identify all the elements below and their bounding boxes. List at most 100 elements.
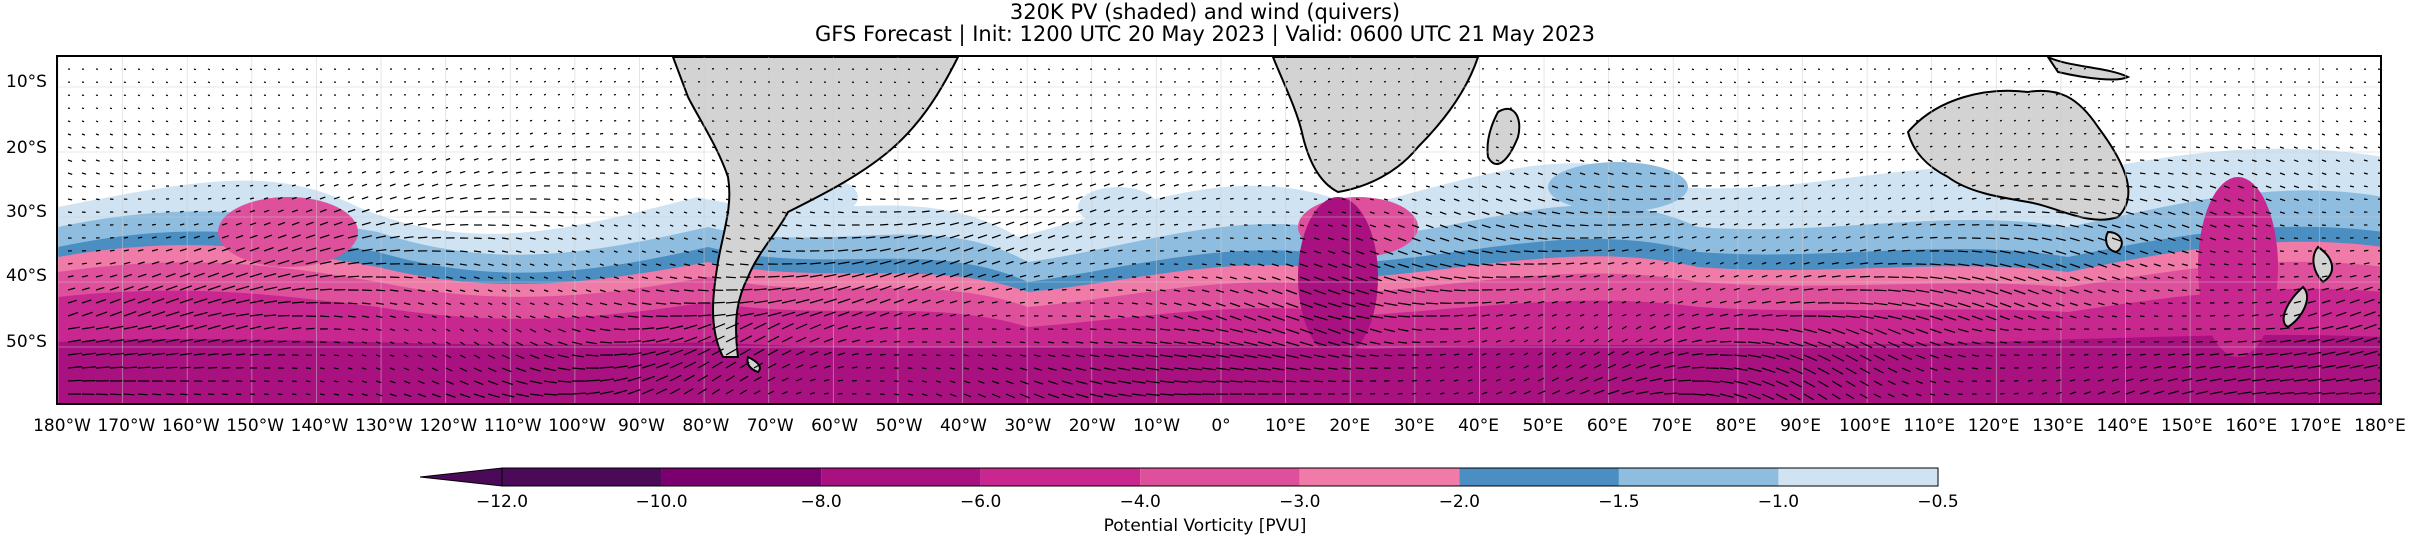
wind-arrow	[2098, 186, 2104, 187]
wind-arrow	[1580, 147, 1583, 148]
wind-arrow	[1804, 302, 1815, 303]
wind-arrow	[292, 69, 294, 70]
wind-arrow	[418, 197, 425, 199]
wind-arrow	[544, 146, 548, 147]
wind-arrow	[2252, 302, 2257, 303]
wind-arrow	[530, 81, 532, 82]
wind-arrow	[306, 303, 318, 304]
wind-arrow	[1692, 82, 1694, 83]
wind-arrow	[964, 69, 966, 70]
wind-arrow	[250, 394, 255, 395]
wind-arrow	[460, 95, 462, 96]
wind-arrow	[1524, 121, 1526, 122]
wind-arrow	[796, 173, 799, 174]
lat-label: 10°S	[6, 72, 46, 92]
wind-arrow	[250, 82, 252, 83]
wind-arrow	[2028, 69, 2030, 70]
wind-arrow	[922, 108, 924, 109]
wind-arrow	[1846, 172, 1849, 173]
wind-arrow	[992, 95, 994, 96]
wind-arrow	[432, 171, 437, 173]
wind-arrow	[390, 277, 399, 278]
wind-arrow	[1006, 185, 1012, 186]
wind-arrow	[1118, 159, 1123, 161]
wind-arrow	[1258, 69, 1260, 70]
wind-arrow	[600, 108, 602, 109]
wind-arrow	[1006, 316, 1011, 317]
lon-label: 80°E	[1716, 416, 1757, 436]
wind-arrow	[1580, 95, 1582, 96]
wind-arrow	[2336, 134, 2339, 135]
wind-arrow	[866, 95, 868, 96]
wind-arrow	[838, 134, 840, 135]
wind-arrow	[1034, 172, 1040, 173]
wind-arrow	[656, 199, 660, 200]
wind-arrow	[1216, 95, 1218, 96]
wind-arrow	[1552, 147, 1555, 148]
wind-arrow	[1426, 186, 1430, 187]
wind-arrow	[1496, 147, 1499, 148]
wind-arrow	[796, 108, 798, 109]
wind-arrow	[2000, 185, 2004, 186]
wind-arrow	[1006, 69, 1008, 70]
wind-arrow	[1636, 69, 1638, 70]
wind-arrow	[222, 198, 226, 199]
wind-arrow	[82, 263, 87, 264]
wind-arrow	[82, 134, 85, 135]
wind-arrow	[1174, 171, 1179, 173]
wind-arrow	[362, 197, 368, 199]
wind-arrow	[2042, 107, 2044, 108]
wind-arrow	[418, 108, 420, 109]
wind-arrow	[2336, 108, 2338, 109]
wind-arrow	[1202, 264, 1207, 265]
wind-arrow	[2196, 277, 2201, 278]
wind-arrow	[474, 94, 476, 95]
wind-arrow	[866, 368, 871, 369]
wind-arrow	[264, 69, 266, 70]
wind-arrow	[2028, 81, 2030, 82]
wind-arrow	[1748, 95, 1750, 96]
wind-arrow	[474, 238, 482, 239]
wind-arrow	[628, 95, 630, 96]
wind-arrow	[544, 68, 546, 69]
wind-arrow	[2322, 264, 2326, 265]
wind-arrow	[670, 186, 674, 187]
wind-arrow	[2224, 315, 2230, 316]
wind-arrow	[992, 315, 997, 316]
wind-arrow	[376, 290, 385, 291]
wind-arrow	[180, 121, 182, 122]
wind-arrow	[586, 186, 591, 187]
wind-arrow	[474, 211, 482, 212]
wind-arrow	[880, 394, 885, 395]
wind-arrow	[908, 121, 910, 122]
wind-arrow	[1034, 342, 1039, 343]
wind-arrow	[2280, 289, 2285, 290]
wind-arrow	[2294, 147, 2298, 148]
wind-arrow	[1706, 95, 1708, 96]
wind-arrow	[2294, 134, 2297, 135]
wind-arrow	[936, 160, 939, 161]
wind-arrow	[936, 121, 938, 122]
wind-arrow	[2098, 68, 2100, 69]
wind-arrow	[1104, 159, 1109, 160]
wind-arrow	[1230, 159, 1234, 160]
wind-arrow	[586, 81, 588, 82]
wind-arrow	[1706, 198, 1712, 199]
wind-arrow	[502, 133, 505, 134]
colorbar-tick-label: −8.0	[800, 492, 841, 512]
wind-arrow	[166, 160, 169, 161]
wind-arrow	[656, 173, 660, 174]
colorbar-tick-label: −10.0	[635, 492, 687, 512]
wind-arrow	[544, 120, 546, 121]
wind-arrow	[1384, 199, 1388, 200]
wind-arrow	[138, 237, 142, 238]
wind-arrow	[978, 185, 984, 186]
wind-arrow	[1160, 184, 1165, 186]
wind-arrow	[908, 147, 911, 148]
wind-arrow	[2364, 250, 2368, 251]
wind-arrow	[572, 120, 574, 121]
wind-arrow	[1188, 172, 1192, 174]
wind-arrow	[446, 146, 449, 147]
wind-arrow	[1020, 222, 1028, 225]
wind-arrow	[1776, 315, 1787, 316]
